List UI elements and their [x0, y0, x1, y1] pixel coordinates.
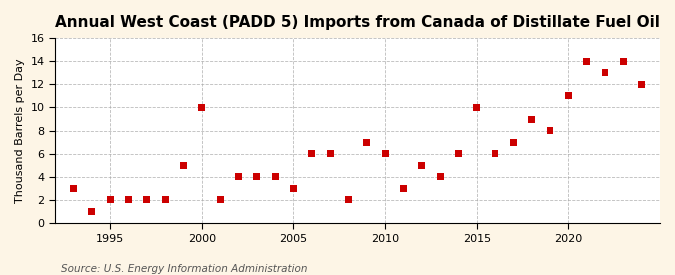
Point	[160, 198, 171, 202]
Point	[637, 82, 647, 87]
Point	[563, 94, 574, 98]
Point	[233, 175, 244, 179]
Point	[86, 209, 97, 214]
Point	[508, 140, 519, 144]
Point	[416, 163, 427, 167]
Point	[141, 198, 152, 202]
Y-axis label: Thousand Barrels per Day: Thousand Barrels per Day	[15, 58, 25, 203]
Point	[343, 198, 354, 202]
Point	[123, 198, 134, 202]
Point	[599, 71, 610, 75]
Point	[618, 59, 628, 64]
Point	[68, 186, 79, 191]
Point	[489, 152, 500, 156]
Point	[251, 175, 262, 179]
Text: Source: U.S. Energy Information Administration: Source: U.S. Energy Information Administ…	[61, 264, 307, 274]
Point	[269, 175, 280, 179]
Point	[361, 140, 372, 144]
Point	[545, 128, 556, 133]
Point	[471, 105, 482, 110]
Point	[196, 105, 207, 110]
Point	[581, 59, 592, 64]
Point	[398, 186, 409, 191]
Point	[325, 152, 335, 156]
Title: Annual West Coast (PADD 5) Imports from Canada of Distillate Fuel Oil: Annual West Coast (PADD 5) Imports from …	[55, 15, 660, 30]
Point	[215, 198, 225, 202]
Point	[453, 152, 464, 156]
Point	[306, 152, 317, 156]
Point	[105, 198, 115, 202]
Point	[526, 117, 537, 121]
Point	[435, 175, 446, 179]
Point	[288, 186, 299, 191]
Point	[379, 152, 390, 156]
Point	[178, 163, 189, 167]
